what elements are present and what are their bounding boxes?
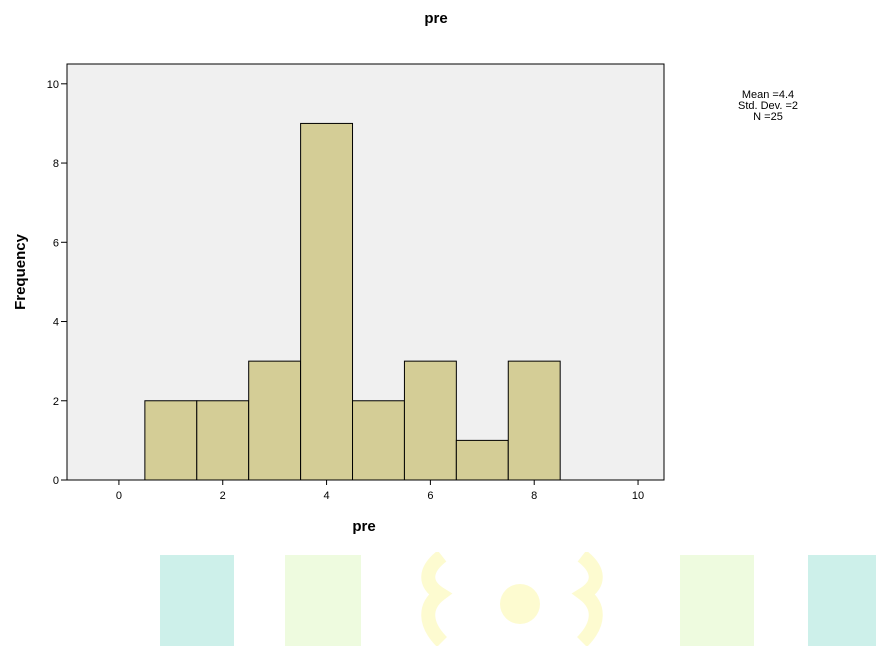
x-axis-ticks: 0 2 4 6 8 10 <box>116 480 644 502</box>
histogram-bar <box>507 360 561 481</box>
y-tick-label: 6 <box>53 237 59 249</box>
chart-title: pre <box>424 10 447 27</box>
watermark-block <box>808 555 876 646</box>
x-tick-label: 6 <box>427 490 433 502</box>
statistics-legend: Mean =4.4 Std. Dev. =2 N =25 <box>722 90 814 123</box>
y-tick-label: 4 <box>53 317 59 329</box>
histogram-bar <box>455 439 509 481</box>
stat-n: N =25 <box>753 111 783 123</box>
histogram-bar <box>300 122 354 481</box>
watermark-block <box>285 555 361 646</box>
stat-std-dev: Std. Dev. =2 <box>737 100 799 112</box>
y-tick-label: 8 <box>53 158 59 170</box>
y-axis-label: Frequency <box>12 233 29 310</box>
x-axis-label: pre <box>352 518 375 535</box>
y-tick-label: 0 <box>53 475 59 487</box>
y-tick-label: 2 <box>53 396 59 408</box>
watermark-block <box>160 555 234 646</box>
stat-mean: Mean =4.4 <box>741 89 795 101</box>
histogram-bar <box>196 400 250 481</box>
watermark-block <box>680 555 754 646</box>
x-tick-label: 8 <box>531 490 537 502</box>
histogram-bar <box>403 360 457 481</box>
histogram-bar <box>248 360 302 481</box>
x-tick-label: 2 <box>220 490 226 502</box>
x-tick-label: 0 <box>116 490 122 502</box>
histogram-bar <box>352 400 405 481</box>
y-tick-label: 10 <box>47 79 59 91</box>
histogram-bar <box>144 400 198 481</box>
watermark-logo <box>421 552 603 646</box>
bars <box>144 122 561 481</box>
y-axis-ticks: 0 2 4 6 8 10 <box>47 79 67 487</box>
x-tick-label: 4 <box>324 490 330 502</box>
x-tick-label: 10 <box>632 490 644 502</box>
